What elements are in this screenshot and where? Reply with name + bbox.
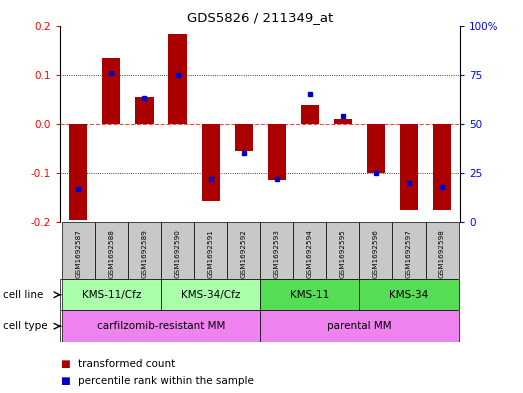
Bar: [62, 222, 95, 279]
Text: GSM1692595: GSM1692595: [340, 229, 346, 278]
Bar: [128, 222, 161, 279]
Bar: [260, 279, 359, 310]
Bar: [359, 222, 392, 279]
Bar: [268, 124, 286, 180]
Bar: [62, 310, 260, 342]
Bar: [359, 279, 459, 310]
Text: parental MM: parental MM: [327, 321, 392, 331]
Text: KMS-34/Cfz: KMS-34/Cfz: [181, 290, 240, 300]
Bar: [293, 222, 326, 279]
Text: GSM1692593: GSM1692593: [274, 229, 280, 278]
Text: cell type: cell type: [3, 321, 47, 331]
Text: KMS-34: KMS-34: [389, 290, 429, 300]
Bar: [95, 222, 128, 279]
Bar: [194, 222, 227, 279]
Bar: [433, 124, 451, 210]
Text: GSM1692598: GSM1692598: [439, 229, 445, 278]
Text: ■: ■: [60, 358, 70, 369]
Bar: [227, 222, 260, 279]
Text: GSM1692589: GSM1692589: [141, 229, 147, 278]
Bar: [235, 124, 253, 151]
Bar: [62, 279, 161, 310]
Bar: [168, 34, 187, 124]
Bar: [161, 222, 194, 279]
Text: GSM1692594: GSM1692594: [307, 229, 313, 278]
Bar: [400, 124, 418, 210]
Text: GSM1692591: GSM1692591: [208, 229, 213, 278]
Bar: [161, 279, 260, 310]
Bar: [103, 59, 120, 124]
Bar: [426, 222, 459, 279]
Text: carfilzomib-resistant MM: carfilzomib-resistant MM: [97, 321, 225, 331]
Text: GSM1692597: GSM1692597: [406, 229, 412, 278]
Text: KMS-11/Cfz: KMS-11/Cfz: [82, 290, 141, 300]
Bar: [260, 222, 293, 279]
Text: transformed count: transformed count: [78, 358, 176, 369]
Text: ■: ■: [60, 376, 70, 386]
Text: percentile rank within the sample: percentile rank within the sample: [78, 376, 254, 386]
Text: GSM1692596: GSM1692596: [373, 229, 379, 278]
Bar: [334, 119, 352, 124]
Bar: [367, 124, 385, 173]
Bar: [201, 124, 220, 201]
Bar: [135, 97, 154, 124]
Text: GSM1692592: GSM1692592: [241, 229, 247, 278]
Text: GSM1692587: GSM1692587: [75, 229, 82, 278]
Text: GSM1692588: GSM1692588: [108, 229, 115, 278]
Bar: [392, 222, 426, 279]
Bar: [69, 124, 87, 220]
Text: GSM1692590: GSM1692590: [175, 229, 180, 278]
Bar: [260, 310, 459, 342]
Text: KMS-11: KMS-11: [290, 290, 329, 300]
Bar: [326, 222, 359, 279]
Text: cell line: cell line: [3, 290, 43, 300]
Title: GDS5826 / 211349_at: GDS5826 / 211349_at: [187, 11, 333, 24]
Bar: [301, 105, 319, 124]
